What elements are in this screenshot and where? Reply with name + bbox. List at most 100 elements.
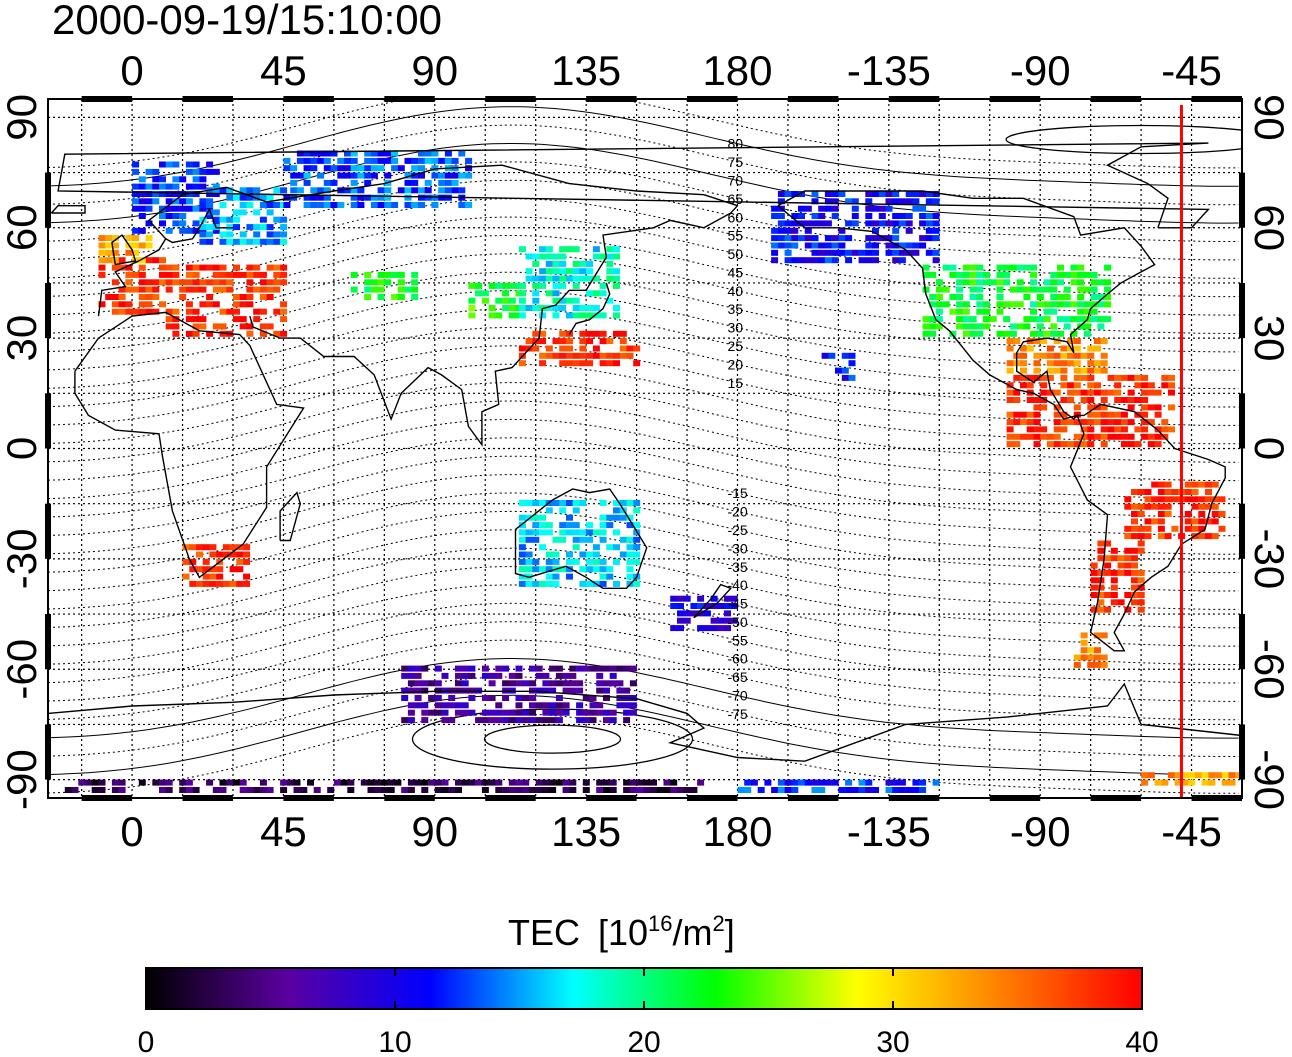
tec-cell <box>592 305 600 311</box>
tec-cell <box>246 787 254 793</box>
tec-cell <box>663 787 671 793</box>
tec-cell <box>138 301 146 308</box>
tec-cell <box>1013 338 1021 345</box>
tec-cell <box>132 168 140 175</box>
tec-cell <box>273 271 281 278</box>
tec-cell <box>461 672 469 679</box>
tec-cell <box>710 595 718 602</box>
tec-cell <box>1144 533 1152 540</box>
tec-cell <box>599 330 607 337</box>
magnetic-latitude-label: 45 <box>727 264 743 280</box>
tec-cell <box>1164 511 1172 517</box>
tec-cell <box>182 573 190 580</box>
tec-cell <box>559 500 567 506</box>
tec-cell <box>555 680 563 687</box>
tec-cell <box>239 787 247 793</box>
tec-cell <box>313 787 321 793</box>
tec-cell <box>199 176 207 183</box>
tec-cell <box>411 286 419 293</box>
tec-cell <box>586 352 594 359</box>
tec-cell <box>172 264 180 271</box>
tec-cell <box>925 249 933 256</box>
tec-cell <box>885 235 893 242</box>
tec-cell <box>350 187 358 194</box>
tec-cell <box>1050 330 1058 337</box>
tec-cell <box>559 345 567 352</box>
tec-cell <box>777 787 785 793</box>
tec-cell <box>1077 264 1085 271</box>
tec-cell <box>892 227 900 234</box>
tec-cell <box>613 500 620 506</box>
tec-cell <box>824 205 832 212</box>
tec-cell <box>824 191 832 197</box>
tec-cell <box>1124 592 1132 598</box>
tec-cell <box>468 672 476 679</box>
frame-tick <box>45 503 51 559</box>
tec-cell <box>532 566 540 573</box>
tec-cell <box>145 279 153 286</box>
coastline <box>74 311 305 579</box>
tec-cell <box>206 168 214 175</box>
tec-cell <box>784 242 792 249</box>
tec-cell <box>196 551 203 558</box>
tec-cell <box>1043 308 1051 315</box>
tec-cell <box>266 202 274 208</box>
tec-cell <box>266 323 274 330</box>
magnetic-latitude-label: 15 <box>727 375 743 391</box>
tec-cell <box>1127 419 1135 426</box>
tec-cell <box>566 360 573 367</box>
tec-cell <box>219 271 227 278</box>
tec-cell <box>677 610 684 617</box>
tec-cell <box>1100 389 1108 396</box>
tec-cell <box>623 779 631 786</box>
tec-cell <box>818 213 826 219</box>
magnetic-latitude-label: 35 <box>727 301 743 317</box>
tec-cell <box>1131 592 1138 598</box>
tec-cell <box>1107 374 1115 381</box>
tec-cell <box>418 187 425 194</box>
tec-cell <box>481 717 489 724</box>
tec-cell <box>350 194 358 201</box>
tec-cell <box>555 695 563 701</box>
tec-cell <box>1087 397 1095 403</box>
tec-cell <box>522 717 530 724</box>
tec-cell <box>582 717 590 724</box>
tec-cell <box>586 260 594 267</box>
tec-cell <box>905 242 913 249</box>
tec-cell <box>949 308 957 315</box>
tec-cell <box>559 268 567 275</box>
tec-cell <box>421 787 429 793</box>
tec-cell <box>804 779 812 786</box>
colorbar: TEC [1016/m2] 0 10 20 30 40 <box>138 911 1159 1057</box>
tec-cell <box>1083 308 1091 315</box>
tec-cell <box>586 360 594 367</box>
tec-cell <box>552 573 560 580</box>
tec-cell <box>253 308 261 315</box>
tec-cell <box>677 625 684 632</box>
tec-cell <box>1117 569 1125 576</box>
tec-cell <box>401 665 409 672</box>
tec-cell <box>199 202 207 208</box>
tec-cell <box>226 194 234 201</box>
tec-cell <box>670 787 678 793</box>
tec-cell <box>872 249 879 256</box>
tec-cell <box>1080 433 1088 440</box>
tec-cell <box>132 249 140 256</box>
tec-cell <box>253 271 261 278</box>
tec-cell <box>1205 496 1212 503</box>
magnetic-latitude-label: -55 <box>727 632 747 648</box>
tec-cell <box>118 301 126 308</box>
tec-cell <box>481 779 489 786</box>
tec-cell <box>545 268 553 275</box>
tec-cell <box>1036 294 1044 300</box>
tec-cell <box>542 680 550 687</box>
tec-cell <box>1057 264 1064 271</box>
tec-cell <box>1090 286 1098 293</box>
tec-cell <box>91 787 99 793</box>
tec-cell <box>145 235 153 242</box>
tec-cell <box>85 779 92 786</box>
tec-cell <box>1228 772 1236 779</box>
tec-cell <box>1208 772 1216 779</box>
tec-cell <box>1147 382 1155 389</box>
tec-cell <box>552 536 560 543</box>
